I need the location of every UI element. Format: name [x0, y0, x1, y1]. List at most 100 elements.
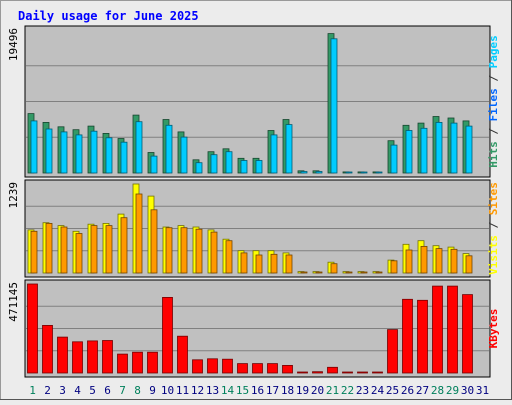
bar-kbytes-day-24	[372, 371, 383, 374]
bar-pages-day-16	[255, 160, 263, 174]
bar-kbytes-day-10	[162, 296, 173, 374]
day-label-13: 13	[206, 384, 219, 397]
day-label-5: 5	[89, 384, 96, 397]
bar-sites-day-25	[390, 260, 398, 274]
bar-kbytes-day-12	[192, 359, 203, 374]
chart-title: Daily usage for June 2025	[18, 9, 199, 23]
bar-sites-day-17	[270, 253, 278, 274]
bar-pages-day-8	[135, 121, 143, 174]
panel-hits-legend: Hits / Files / Pages	[487, 35, 500, 168]
bar-pages-day-1	[30, 120, 38, 174]
panel-kbytes: 471145 KBytes	[7, 279, 500, 378]
bar-sites-day-19	[300, 271, 308, 274]
bar-kbytes-day-3	[57, 336, 68, 374]
legend-hits: Hits	[487, 141, 500, 168]
day-label-27: 27	[416, 384, 429, 397]
panel-hits: 19496 Hits / Files / Pages	[7, 25, 500, 178]
bar-pages-day-30	[465, 125, 473, 174]
bar-sites-day-21	[330, 263, 338, 274]
panel-visits-legend: Visits / Sites	[487, 182, 500, 275]
day-label-14: 14	[221, 384, 235, 397]
bar-pages-day-19	[300, 171, 308, 174]
bar-sites-day-5	[90, 225, 98, 274]
legend-sites: Sites	[487, 182, 500, 215]
panel-visits-scale-label: 1239	[7, 182, 20, 209]
day-label-23: 23	[356, 384, 369, 397]
day-label-20: 20	[311, 384, 324, 397]
panel-visits: 1239 Visits / Sites	[7, 179, 500, 278]
bar-sites-day-8	[135, 193, 143, 274]
bar-kbytes-day-28	[432, 285, 443, 374]
bar-pages-day-25	[390, 144, 398, 174]
panel-kbytes-legend: KBytes	[487, 309, 500, 349]
day-label-21: 21	[326, 384, 339, 397]
day-label-29: 29	[446, 384, 459, 397]
bar-pages-day-23	[360, 171, 368, 174]
bar-kbytes-day-19	[297, 371, 308, 374]
bar-sites-day-1	[30, 230, 38, 274]
bar-kbytes-day-16	[252, 363, 263, 374]
bar-kbytes-day-27	[417, 299, 428, 374]
bar-pages-day-15	[240, 160, 248, 174]
bar-sites-day-22	[345, 271, 353, 274]
day-label-17: 17	[266, 384, 279, 397]
bar-kbytes-day-30	[462, 294, 473, 374]
day-label-9: 9	[149, 384, 156, 397]
bar-pages-day-21	[330, 38, 338, 174]
bar-pages-day-9	[150, 155, 158, 174]
bar-sites-day-23	[360, 271, 368, 274]
day-label-22: 22	[341, 384, 354, 397]
legend-kbytes: KBytes	[487, 309, 500, 349]
bar-sites-day-27	[420, 245, 428, 274]
day-label-24: 24	[371, 384, 385, 397]
bar-kbytes-day-26	[402, 298, 413, 374]
bar-sites-day-26	[405, 249, 413, 274]
day-label-31: 31	[476, 384, 489, 397]
bar-pages-day-7	[120, 141, 128, 174]
bar-sites-day-20	[315, 271, 323, 274]
day-label-19: 19	[296, 384, 309, 397]
day-label-4: 4	[74, 384, 81, 397]
bar-pages-day-14	[225, 151, 233, 174]
legend-separator: /	[487, 215, 500, 235]
bar-sites-day-29	[450, 248, 458, 274]
bar-kbytes-day-4	[72, 341, 83, 374]
day-label-25: 25	[386, 384, 399, 397]
bar-kbytes-day-13	[207, 358, 218, 374]
bar-sites-day-11	[180, 227, 188, 274]
day-label-28: 28	[431, 384, 444, 397]
bar-kbytes-day-21	[327, 366, 338, 374]
day-label-12: 12	[191, 384, 204, 397]
bar-pages-day-2	[45, 128, 53, 174]
bar-sites-day-16	[255, 254, 263, 274]
legend-files: Files	[487, 88, 500, 121]
bar-sites-day-6	[105, 225, 113, 274]
bar-sites-day-13	[210, 231, 218, 274]
bar-sites-day-28	[435, 248, 443, 274]
bar-kbytes-day-1	[27, 283, 38, 374]
day-label-2: 2	[44, 384, 51, 397]
legend-separator: /	[487, 121, 500, 141]
day-label-16: 16	[251, 384, 264, 397]
bar-sites-day-24	[375, 271, 383, 274]
day-label-15: 15	[236, 384, 249, 397]
bar-kbytes-day-11	[177, 335, 188, 374]
legend-pages: Pages	[487, 35, 500, 68]
day-label-8: 8	[134, 384, 141, 397]
bar-kbytes-day-6	[102, 340, 113, 374]
day-label-26: 26	[401, 384, 414, 397]
bar-pages-day-20	[315, 171, 323, 174]
bar-sites-day-10	[165, 227, 173, 274]
panel-kbytes-scale-label: 471145	[7, 282, 20, 322]
bar-kbytes-day-15	[237, 363, 248, 374]
bar-sites-day-4	[75, 233, 83, 274]
bar-pages-day-22	[345, 171, 353, 174]
bar-pages-day-4	[75, 134, 83, 174]
bar-sites-day-7	[120, 217, 128, 274]
bar-pages-day-27	[420, 127, 428, 174]
day-label-7: 7	[119, 384, 126, 397]
bar-kbytes-day-14	[222, 358, 233, 374]
bar-pages-day-29	[450, 122, 458, 174]
bar-pages-day-18	[285, 124, 293, 174]
